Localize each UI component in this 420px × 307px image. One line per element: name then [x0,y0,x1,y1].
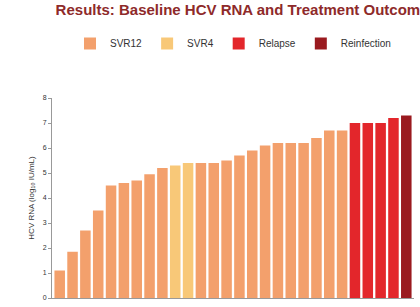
svg-text:0: 0 [43,294,47,301]
svg-text:3: 3 [43,219,47,226]
svg-text:5: 5 [43,169,47,176]
svg-text:SVR12: SVR12 [110,38,142,49]
svg-text:1: 1 [43,269,47,276]
svg-text:Reinfection: Reinfection [341,38,391,49]
svg-text:Results: Baseline HCV RNA and: Results: Baseline HCV RNA and Treatment … [56,1,420,18]
svg-text:8: 8 [43,94,47,101]
svg-text:SVR4: SVR4 [187,38,214,49]
svg-text:HCV RNA (log₁₀ IU/mL): HCV RNA (log₁₀ IU/mL) [27,156,36,240]
svg-text:Relapse: Relapse [259,38,296,49]
svg-text:6: 6 [43,144,47,151]
svg-text:7: 7 [43,119,47,126]
svg-text:2: 2 [43,244,47,251]
svg-text:4: 4 [43,194,47,201]
